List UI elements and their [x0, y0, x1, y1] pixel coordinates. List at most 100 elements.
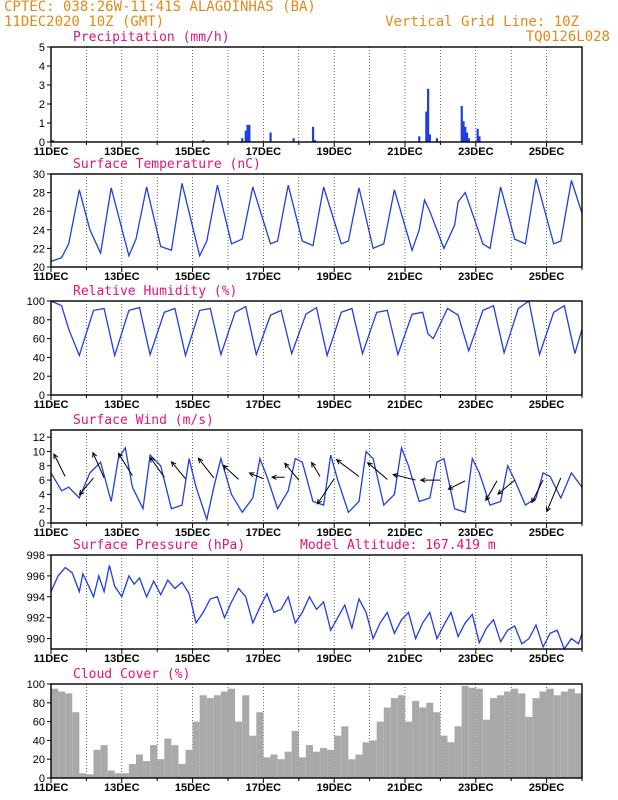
- cloud-bar: [426, 702, 434, 778]
- precip-bar: [464, 126, 467, 142]
- precip-bar: [241, 138, 244, 142]
- precip-bar: [313, 140, 316, 142]
- wind-arrow: [392, 472, 416, 481]
- cloud-bar: [376, 721, 384, 778]
- series-line: [50, 178, 583, 263]
- cloud-bar: [574, 693, 582, 778]
- y-tick-label: 2: [39, 504, 45, 516]
- y-tick-label: 26: [33, 206, 45, 218]
- cloud-bar: [305, 745, 313, 778]
- plot-frame: [50, 46, 583, 143]
- cloud-bar: [164, 738, 172, 778]
- cloud-bar: [185, 749, 193, 778]
- cloud-bar: [532, 698, 540, 778]
- y-tick-label: 20: [33, 262, 45, 274]
- cloud-bar: [334, 735, 342, 778]
- cloud-bar: [320, 747, 328, 778]
- x-tick-label: 11DEC: [34, 146, 69, 158]
- x-tick-label: 23DEC: [458, 271, 494, 283]
- wind-arrow: [270, 474, 285, 480]
- x-tick-label: 17DEC: [246, 782, 282, 794]
- cloud-bar: [206, 698, 214, 778]
- cloud-bar: [433, 712, 441, 778]
- wind-arrow: [53, 453, 66, 477]
- wind-arrow: [447, 480, 466, 490]
- precip-bar: [244, 130, 247, 142]
- cloud-bar: [93, 749, 101, 778]
- x-tick-label: 25DEC: [529, 271, 565, 283]
- cloud-bar: [242, 695, 250, 778]
- wind-arrow: [335, 459, 360, 477]
- y-tick-label: 80: [33, 698, 45, 710]
- series-line: [50, 565, 583, 651]
- x-tick-label: 15DEC: [175, 271, 211, 283]
- x-tick-label: 25DEC: [529, 527, 565, 539]
- precip-bar: [476, 128, 479, 142]
- panel-2: Surface Temperature (nC) 20 22 24 26 28 30 11DE…: [33, 157, 583, 283]
- y-tick-label: 4: [39, 61, 45, 73]
- wind-arrow: [170, 460, 186, 479]
- cloud-bar: [482, 719, 490, 778]
- header-grid-line: Vertical Grid Line: 10Z: [385, 14, 579, 30]
- cloud-bar: [348, 759, 356, 778]
- plot-frame: [50, 429, 583, 524]
- cloud-bar: [86, 774, 94, 778]
- y-tick-label: 1: [39, 118, 45, 130]
- y-tick-label: 60: [33, 717, 45, 729]
- cloud-bar: [546, 688, 554, 778]
- wind-arrow: [222, 464, 239, 480]
- y-tick-label: 998: [27, 550, 45, 562]
- cloud-bar: [58, 691, 66, 778]
- cloud-bar: [447, 742, 455, 778]
- precip-bar: [467, 138, 470, 142]
- cloud-bar: [284, 751, 292, 778]
- x-tick-label: 23DEC: [458, 653, 494, 665]
- x-tick-label: 25DEC: [529, 146, 565, 158]
- x-tick-label: 25DEC: [529, 653, 565, 665]
- x-tick-label: 21DEC: [387, 146, 423, 158]
- panel-title: Relative Humidity (%): [73, 284, 237, 299]
- cloud-bar: [79, 773, 87, 778]
- plot-frame: [50, 683, 583, 779]
- cloud-bar: [270, 754, 278, 778]
- cloud-bar: [475, 688, 483, 778]
- x-tick-label: 19DEC: [316, 399, 352, 411]
- x-tick-label: 15DEC: [175, 653, 211, 665]
- x-tick-label: 11DEC: [34, 782, 69, 794]
- precip-bar: [427, 88, 430, 142]
- x-tick-label: 21DEC: [387, 653, 423, 665]
- x-tick-label: 13DEC: [104, 527, 140, 539]
- x-tick-label: 15DEC: [175, 399, 211, 411]
- cloud-bar: [277, 759, 285, 778]
- cloud-bar: [100, 745, 108, 778]
- cloud-bar: [355, 754, 363, 778]
- wind-arrow: [366, 461, 388, 480]
- y-tick-label: 12: [33, 432, 45, 444]
- x-tick-label: 25DEC: [529, 399, 565, 411]
- cloud-bar: [341, 726, 349, 778]
- precip-bar: [51, 140, 54, 142]
- x-tick-label: 13DEC: [104, 653, 140, 665]
- x-tick-label: 19DEC: [316, 527, 352, 539]
- wind-arrow: [545, 477, 562, 513]
- wind-arrow: [485, 480, 498, 502]
- plot-frame: [50, 554, 583, 650]
- wind-arrow: [531, 479, 544, 504]
- cloud-bar: [553, 695, 561, 778]
- y-tick-label: 3: [39, 80, 45, 92]
- x-tick-label: 23DEC: [458, 782, 494, 794]
- x-tick-label: 13DEC: [104, 271, 140, 283]
- cloud-bar: [228, 688, 236, 778]
- x-tick-label: 21DEC: [387, 527, 423, 539]
- x-tick-label: 23DEC: [458, 146, 494, 158]
- cloud-bar: [312, 751, 321, 778]
- cloud-bar: [560, 691, 568, 778]
- cloud-bar: [461, 685, 469, 778]
- x-tick-label: 19DEC: [316, 271, 352, 283]
- y-tick-label: 30: [33, 169, 45, 181]
- y-tick-label: 20: [33, 754, 45, 766]
- plot-frame: [50, 300, 583, 396]
- precip-bar: [462, 121, 465, 142]
- x-tick-label: 21DEC: [387, 271, 423, 283]
